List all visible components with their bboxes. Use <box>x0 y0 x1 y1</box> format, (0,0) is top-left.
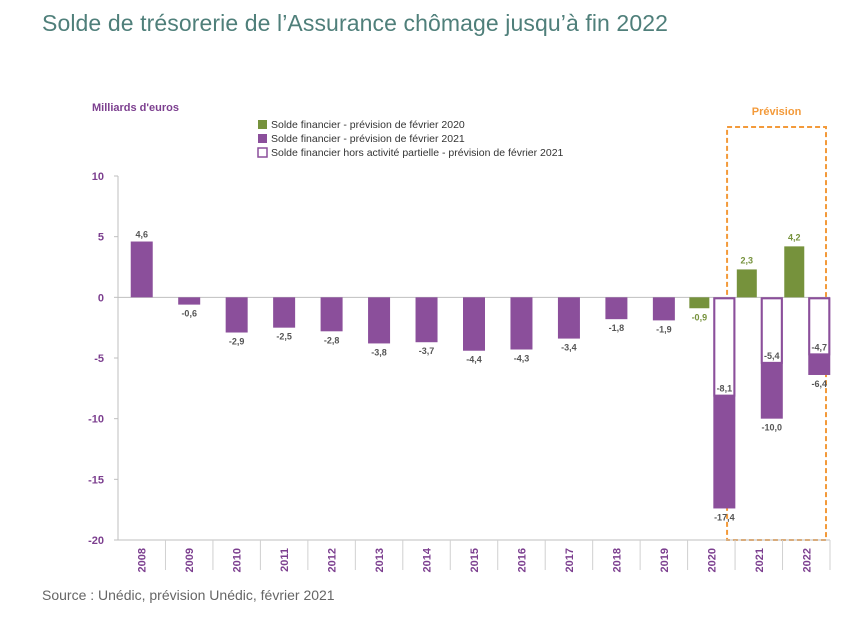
data-label-2014-fev2021: -3,7 <box>419 346 435 356</box>
data-label-2020-fev2020: -0,9 <box>692 312 708 322</box>
x-tick-label: 2022 <box>801 548 813 572</box>
x-tick-label: 2008 <box>137 548 149 572</box>
bar-2014-fev2021 <box>415 297 438 343</box>
x-tick-label: 2017 <box>564 548 576 572</box>
y-tick-label: -15 <box>88 474 104 486</box>
bar-2022-hors-activite-partielle <box>808 297 831 356</box>
x-tick-label: 2009 <box>184 548 196 572</box>
y-axis-label: Milliards d'euros <box>92 102 179 114</box>
data-label-2019-fev2021: -1,9 <box>656 324 672 334</box>
forecast-label: Prévision <box>752 106 802 118</box>
bar-2009-fev2021 <box>178 297 201 305</box>
data-label-2012-fev2021: -2,8 <box>324 335 340 345</box>
data-label-2009-fev2021: -0,6 <box>181 309 197 319</box>
y-tick-label: 5 <box>98 232 104 244</box>
legend-swatch-2 <box>258 134 267 143</box>
x-tick-label: 2018 <box>611 548 623 572</box>
page-title: Solde de trésorerie de l’Assurance chôma… <box>42 10 669 36</box>
bar-2010-fev2021 <box>225 297 248 333</box>
data-label-2022-fev2021: -6,4 <box>812 379 828 389</box>
bar-2013-fev2021 <box>368 297 391 344</box>
y-tick-label: -5 <box>94 353 104 365</box>
bar-2012-fev2021 <box>320 297 343 332</box>
bar-2022-fev2020 <box>784 246 805 298</box>
data-label-2022-fev2020: 4,2 <box>788 232 801 242</box>
x-tick-label: 2012 <box>327 548 339 572</box>
data-label-2017-fev2021: -3,4 <box>561 343 577 353</box>
data-label-2015-fev2021: -4,4 <box>466 355 482 365</box>
data-label-2020-hors-activite-partielle: -8,1 <box>717 384 733 394</box>
data-label-2008-fev2021: 4,6 <box>135 230 148 240</box>
x-tick-label: 2016 <box>516 548 528 572</box>
bar-2015-fev2021 <box>463 297 485 351</box>
data-label-2013-fev2021: -3,8 <box>371 347 387 357</box>
x-tick-label: 2020 <box>706 548 718 572</box>
legend-label-2: Solde financier - prévision de février 2… <box>271 133 465 145</box>
x-tick-label: 2019 <box>659 548 671 572</box>
bar-2020-fev2020 <box>689 297 710 309</box>
y-tick-label: 0 <box>98 292 104 304</box>
data-label-2021-hors-activite-partielle: -5,4 <box>764 351 780 361</box>
data-label-2018-fev2021: -1,8 <box>609 323 625 333</box>
data-label-2021-fev2020: 2,3 <box>741 255 754 265</box>
data-label-2022-hors-activite-partielle: -4,7 <box>812 342 828 352</box>
bar-2016-fev2021 <box>510 297 533 350</box>
y-tick-label: -20 <box>88 535 104 547</box>
bar-2021-fev2020 <box>736 269 757 298</box>
legend-swatch-3 <box>257 147 268 158</box>
data-label-2016-fev2021: -4,3 <box>514 354 530 364</box>
data-label-2020-fev2021: -17,4 <box>714 512 735 522</box>
bar-2018-fev2021 <box>605 297 628 320</box>
data-label-2010-fev2021: -2,9 <box>229 337 245 347</box>
x-tick-label: 2011 <box>279 548 291 572</box>
y-tick-label: 10 <box>92 171 104 183</box>
bar-2008-fev2021 <box>130 241 153 298</box>
data-label-2011-fev2021: -2,5 <box>276 332 292 342</box>
legend-swatch-1 <box>258 120 267 129</box>
source-note: Source : Unédic, prévision Unédic, févri… <box>42 587 335 603</box>
x-tick-label: 2021 <box>754 548 766 572</box>
legend-label-3: Solde financier hors activité partielle … <box>271 147 564 159</box>
x-tick-label: 2015 <box>469 548 481 572</box>
bar-2017-fev2021 <box>557 297 580 339</box>
x-tick-label: 2010 <box>232 548 244 572</box>
y-tick-label: -10 <box>88 414 104 426</box>
bar-2021-hors-activite-partielle <box>760 297 783 364</box>
data-label-2021-fev2021: -10,0 <box>762 423 783 433</box>
legend-label-1: Solde financier - prévision de février 2… <box>271 119 465 131</box>
x-tick-label: 2014 <box>422 547 434 572</box>
bar-2020-hors-activite-partielle <box>713 297 736 397</box>
bar-2019-fev2021 <box>652 297 675 321</box>
x-tick-label: 2013 <box>374 548 386 572</box>
bar-2011-fev2021 <box>273 297 296 328</box>
